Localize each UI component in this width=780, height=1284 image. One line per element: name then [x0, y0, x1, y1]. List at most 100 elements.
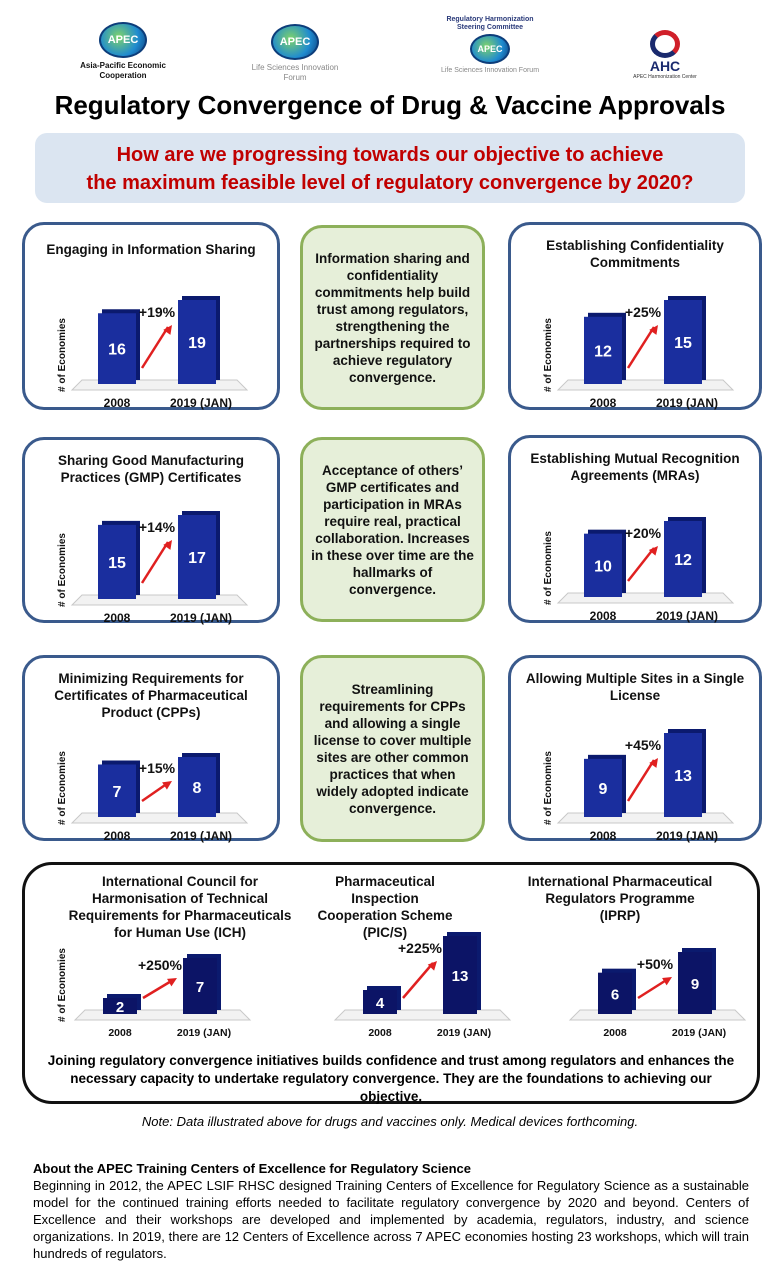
- percent-change-label: +45%: [625, 737, 662, 753]
- footnote: Note: Data illustrated above for drugs a…: [141, 1114, 639, 1129]
- objective-banner: How are we progressing towards our objec…: [35, 133, 745, 203]
- percent-change-label: +25%: [625, 304, 662, 320]
- apec-globe-icon: APEC: [470, 34, 510, 64]
- bar-value-label: 15: [674, 335, 692, 352]
- y-axis-label: # of Economies: [57, 533, 68, 607]
- note-box-collaboration: Acceptance of others’ GMP certificates a…: [300, 437, 485, 622]
- arrow-head-icon: [648, 546, 658, 556]
- bar-2008: [598, 972, 632, 1014]
- page-title: Regulatory Convergence of Drug & Vaccine…: [54, 90, 726, 120]
- about-heading: About the APEC Training Centers of Excel…: [33, 1161, 472, 1176]
- lsif-logo: APEC Life Sciences Innovation Forum: [250, 24, 340, 83]
- x-tick-label: 2019 (JAN): [170, 829, 232, 843]
- arrow-head-icon: [163, 540, 172, 550]
- y-axis-label: # of Economies: [57, 948, 68, 1022]
- chart-panel-mra: Establishing Mutual Recognition Agreemen…: [508, 435, 762, 623]
- growth-arrow: [141, 781, 169, 803]
- chart-title: Minimizing Requirements for Certificates…: [54, 671, 248, 720]
- bar-2019-jan-: [664, 521, 702, 597]
- bar-value-label: 13: [452, 968, 469, 985]
- bar-value-label: 10: [594, 558, 612, 575]
- percent-change-label: +250%: [138, 957, 183, 973]
- percent-change-label: +19%: [139, 304, 176, 320]
- chart-title: International Pharmaceutical Regulators …: [527, 874, 713, 923]
- chart-panel-confidentiality: Establishing Confidentiality Commitments…: [508, 222, 762, 410]
- banner-line-2: the maximum feasible level of regulatory…: [86, 172, 694, 194]
- rhsc-logo: Regulatory Harmonization Steering Commit…: [440, 16, 540, 75]
- x-tick-label: 2019 (JAN): [437, 1027, 491, 1039]
- ahc-logo: AHC APEC Harmonization Center: [630, 30, 700, 80]
- percent-change-label: +225%: [398, 940, 443, 956]
- bar-chart: 2 2008 7 2019 (JAN) +250% # of Economies: [57, 948, 252, 1039]
- x-tick-label: 2008: [368, 1027, 392, 1039]
- arrow-head-icon: [162, 781, 172, 790]
- bar-value-label: 17: [188, 550, 206, 567]
- growth-arrow: [637, 977, 669, 1000]
- logo-caption: Life Sciences Innovation Forum: [440, 67, 540, 74]
- y-axis-label: # of Economies: [57, 318, 68, 392]
- bar-value-label: 7: [196, 979, 204, 996]
- bar-2008: [584, 316, 622, 384]
- bar-chart: 7 2008 8 2019 (JAN) +15% # of Economies: [57, 751, 249, 843]
- x-tick-label: 2019 (JAN): [672, 1027, 726, 1039]
- bar-value-label: 6: [611, 986, 619, 1003]
- percent-change-label: +14%: [139, 519, 176, 535]
- arrow-head-icon: [427, 961, 437, 971]
- bar-chart: 15 2008 17 2019 (JAN) +14% # of Economies: [57, 511, 249, 625]
- chart-floor: [333, 1009, 512, 1021]
- bar-2008: [363, 990, 397, 1014]
- logo-caption: Asia-Pacific Economic Cooperation: [80, 61, 166, 80]
- y-axis-label: # of Economies: [57, 751, 68, 825]
- chart-title: Establishing Mutual Recognition Agreemen…: [530, 451, 740, 483]
- x-tick-label: 2019 (JAN): [170, 396, 232, 410]
- bar-value-label: 12: [594, 343, 612, 360]
- initiatives-summary: Joining regulatory convergence initiativ…: [47, 1053, 735, 1104]
- bar-value-label: 12: [674, 552, 692, 569]
- bar-chart: 12 2008 15 2019 (JAN) +25% # of Economies: [543, 296, 735, 410]
- x-tick-label: 2008: [104, 829, 131, 843]
- chart-panel-multiple-sites: Allowing Multiple Sites in a Single Lice…: [508, 655, 762, 843]
- x-tick-label: 2019 (JAN): [656, 609, 718, 623]
- bar-value-label: 19: [188, 335, 206, 352]
- bar-2019-jan-: [678, 952, 712, 1014]
- arrow-head-icon: [167, 978, 177, 987]
- bar-2008: [98, 524, 136, 599]
- apec-globe-icon: APEC: [99, 22, 147, 58]
- percent-change-label: +50%: [637, 956, 674, 972]
- chart-floor: [73, 1009, 252, 1021]
- bar-2019-jan-: [178, 757, 216, 817]
- apec-logo: APEC Asia-Pacific Economic Cooperation: [78, 22, 168, 81]
- x-tick-label: 2008: [108, 1027, 132, 1039]
- logo-name: AHC: [649, 58, 681, 74]
- logo-caption: APEC Harmonization Center: [633, 74, 697, 80]
- chart-title: Sharing Good Manufacturing Practices (GM…: [58, 453, 244, 485]
- arrow-head-icon: [649, 325, 658, 335]
- bar-value-label: 15: [108, 555, 126, 572]
- arrow-head-icon: [163, 325, 172, 335]
- chart-panel-information-sharing: Engaging in Information Sharing 16 2008 19…: [22, 222, 280, 410]
- growth-arrow: [402, 962, 434, 999]
- about-section: About the APEC Training Centers of Excel…: [33, 1160, 749, 1262]
- growth-arrow: [626, 326, 656, 369]
- bar-value-label: 8: [193, 780, 202, 797]
- chart-title: Pharmaceutical Inspection Cooperation Sc…: [317, 874, 453, 940]
- bar-chart: 6 2008 9 2019 (JAN) +50%: [568, 948, 747, 1039]
- bar-value-label: 2: [116, 999, 124, 1016]
- bar-2019-jan-: [183, 958, 217, 1014]
- chart-floor: [568, 1009, 747, 1021]
- percent-change-label: +15%: [139, 760, 176, 776]
- growth-arrow: [627, 547, 655, 582]
- banner-line-1: How are we progressing towards our objec…: [116, 144, 664, 166]
- bar-value-label: 4: [376, 995, 385, 1012]
- logo-caption: Life Sciences Innovation Forum: [251, 63, 339, 82]
- bar-chart: 16 2008 19 2019 (JAN) +19% # of Economies: [57, 296, 249, 410]
- chart-panel-gmp: Sharing Good Manufacturing Practices (GM…: [22, 437, 280, 625]
- x-tick-label: 2008: [590, 396, 617, 410]
- bar-value-label: 9: [599, 781, 608, 798]
- x-tick-label: 2019 (JAN): [177, 1027, 231, 1039]
- x-tick-label: 2008: [104, 396, 131, 410]
- bar-value-label: 16: [108, 342, 126, 359]
- logo-header: Regulatory Harmonization Steering Commit…: [446, 16, 534, 31]
- bar-2019-jan-: [664, 733, 702, 817]
